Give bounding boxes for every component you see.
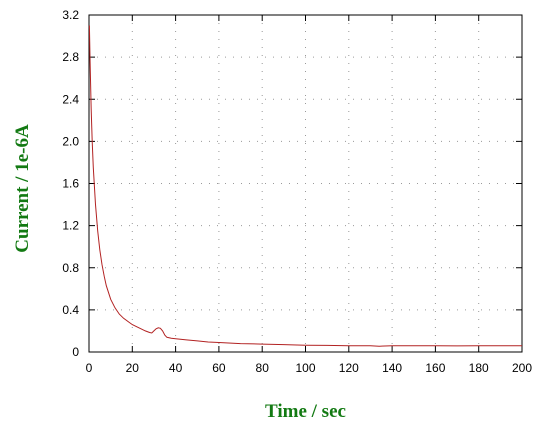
x-tick-label: 160 [425, 361, 445, 375]
x-tick-label: 200 [512, 361, 532, 375]
x-tick-label: 140 [382, 361, 402, 375]
tick-labels: 0 20 40 60 80 100 120 140 160 180 200 0 0.4 0.8 1.2 1.6… [62, 8, 532, 375]
y-tick-label: 0.4 [62, 303, 79, 317]
x-tick-label: 120 [339, 361, 359, 375]
y-tick-label: 1.2 [62, 219, 79, 233]
x-tick-label: 40 [169, 361, 183, 375]
y-tick-label: 0 [72, 345, 79, 359]
x-tick-label: 60 [212, 361, 226, 375]
x-tick-label: 0 [86, 361, 93, 375]
ticks [88, 14, 523, 353]
y-tick-label: 3.2 [62, 8, 79, 22]
x-tick-label: 20 [126, 361, 140, 375]
y-axis-title: Current / 1e-6A [12, 124, 33, 253]
x-tick-label: 100 [295, 361, 315, 375]
y-tick-label: 1.6 [62, 177, 79, 191]
y-tick-label: 2.8 [62, 50, 79, 64]
grid [89, 15, 522, 352]
x-tick-label: 80 [256, 361, 270, 375]
y-tick-label: 0.8 [62, 261, 79, 275]
series-line [88, 25, 522, 347]
x-axis-title: Time / sec [265, 401, 346, 422]
y-tick-label: 2.0 [62, 134, 79, 148]
x-tick-label: 180 [469, 361, 489, 375]
y-tick-label: 2.4 [62, 92, 79, 106]
